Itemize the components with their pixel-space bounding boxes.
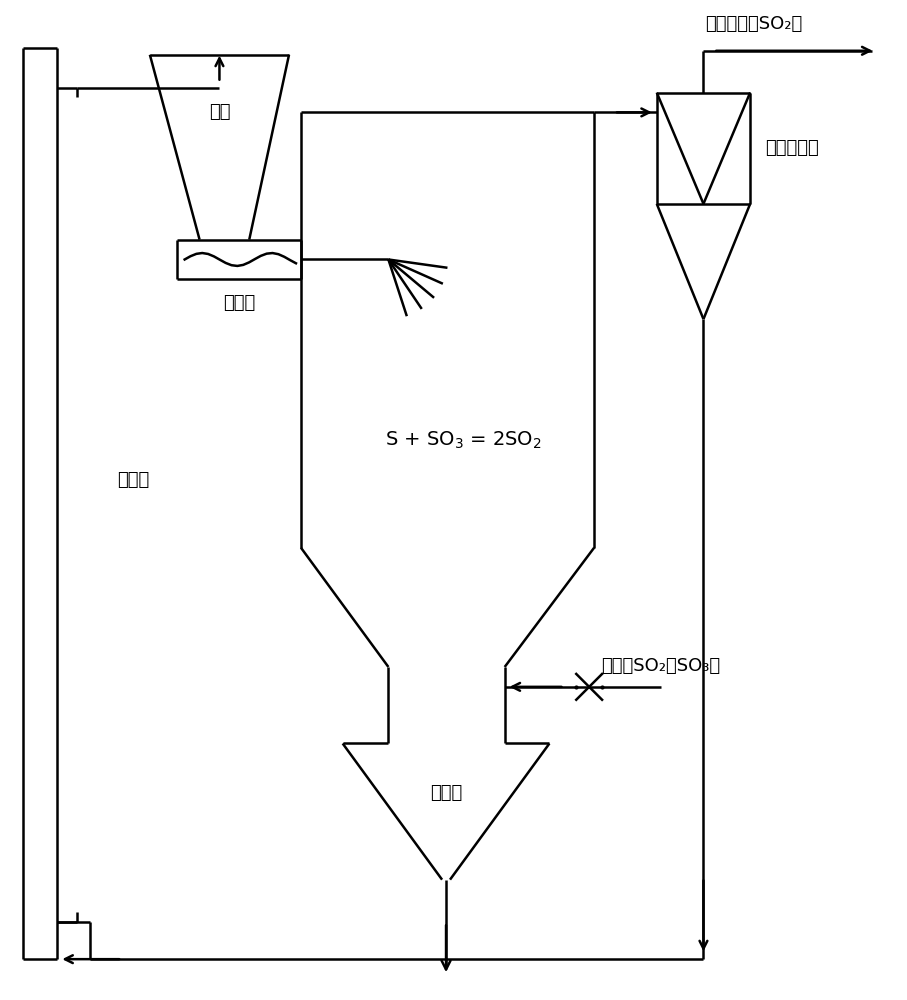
Text: 制酸烟气（SO₂）: 制酸烟气（SO₂）: [706, 15, 803, 33]
Text: 集料仓: 集料仓: [430, 784, 463, 802]
Text: 给料机: 给料机: [223, 294, 255, 312]
Text: 旋风收尘器: 旋风收尘器: [766, 139, 819, 157]
Text: 提升机: 提升机: [117, 471, 150, 489]
Text: 烟气（SO₂、SO₃）: 烟气（SO₂、SO₃）: [601, 657, 720, 675]
Text: 料仓: 料仓: [209, 103, 230, 121]
Text: S + SO$_3$ = 2SO$_2$: S + SO$_3$ = 2SO$_2$: [385, 430, 542, 451]
